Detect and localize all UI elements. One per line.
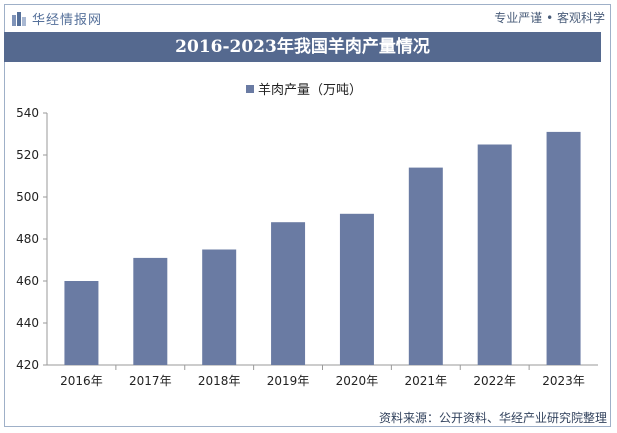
bar [133,257,168,365]
x-tick-label: 2018年 [198,374,241,388]
y-tick-label: 480 [16,232,39,246]
bar [339,213,374,365]
y-tick-label: 520 [16,148,39,162]
y-tick-label: 540 [16,106,39,120]
x-tick-label: 2016年 [60,374,103,388]
legend-swatch [246,85,254,93]
brand-logo-icon [12,11,26,26]
bar [546,131,581,365]
bar [271,222,306,365]
bar [64,281,99,365]
brand-name: 华经情报网 [32,13,103,28]
header: 华经情报网 专业严谨 • 客观科学 [0,0,617,32]
y-tick-label: 440 [16,316,39,330]
x-tick-label: 2019年 [267,374,310,388]
x-tick-label: 2022年 [473,374,516,388]
brand-tagline: 专业严谨 • 客观科学 [494,11,605,25]
bar [477,144,512,365]
y-tick-label: 460 [16,274,39,288]
x-tick-label: 2023年 [542,374,585,388]
chart-title: 2016-2023年我国羊肉产量情况 [4,32,601,62]
bar [408,167,443,365]
bar [202,249,237,365]
x-tick-label: 2020年 [336,374,379,388]
brand-logo: 华经情报网 [12,9,102,28]
legend-label: 羊肉产量（万吨） [258,82,362,98]
source-note: 资料来源：公开资料、华经产业研究院整理 [378,411,607,425]
x-tick-label: 2021年 [405,374,448,388]
x-tick-label: 2017年 [129,374,172,388]
y-tick-label: 500 [16,190,39,204]
y-tick-label: 420 [16,358,39,372]
